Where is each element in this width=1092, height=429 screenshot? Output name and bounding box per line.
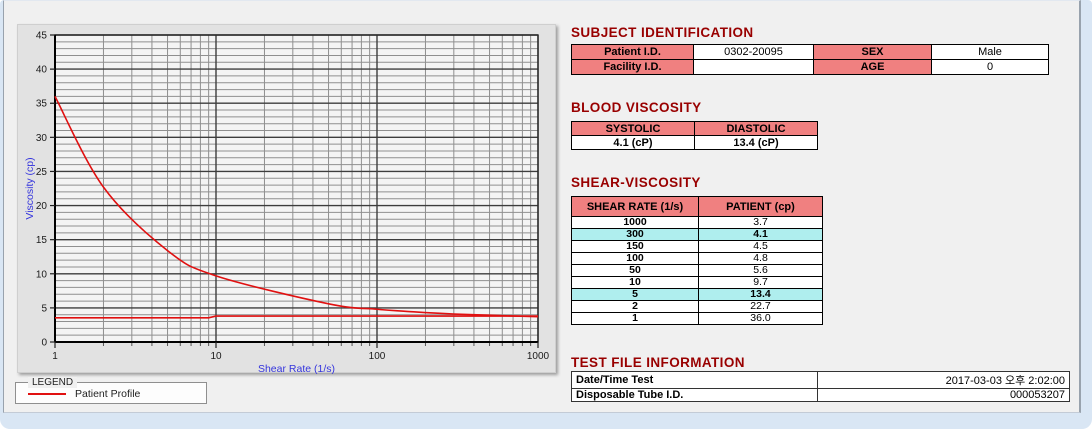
disposable-tube-id-label: Disposable Tube I.D.: [571, 388, 818, 402]
disposable-tube-id-value: 000053207: [817, 388, 1070, 402]
facility-id-value: [693, 59, 814, 75]
legend-entry-label: Patient Profile: [75, 388, 141, 400]
svg-text:40: 40: [36, 65, 48, 76]
shear-rate-cell: 100: [571, 252, 699, 265]
patient-viscosity-cell: 4.1: [698, 228, 823, 241]
shear-row: 1000 3.7: [571, 216, 823, 229]
shear-viscosity-table: SHEAR RATE (1/s) PATIENT (cp) 1000 3.7 300…: [571, 196, 823, 325]
svg-text:10: 10: [210, 351, 222, 362]
shear-row: 10 9.7: [571, 276, 823, 289]
svg-text:0: 0: [41, 338, 47, 349]
shear-row: 5 13.4: [571, 288, 823, 301]
svg-text:20: 20: [36, 201, 48, 212]
shear-rate-cell: 150: [571, 240, 699, 253]
table-row: Disposable Tube I.D. 000053207: [571, 388, 1070, 402]
svg-text:10: 10: [36, 269, 48, 280]
patient-viscosity-cell: 9.7: [698, 276, 823, 289]
shear-rate-cell: 300: [571, 228, 699, 241]
subject-identification-table: Patient I.D. 0302-20095 SEX Male Facilit…: [571, 44, 1049, 75]
shear-viscosity-title: SHEAR-VISCOSITY: [571, 175, 701, 190]
svg-text:1: 1: [52, 351, 58, 362]
patient-profile-line-icon: [28, 393, 66, 395]
shear-row: 100 4.8: [571, 252, 823, 265]
shear-table-body: 1000 3.7 300 4.1 150 4.5 100 4.8 50 5.6 10 9.7 5 13.4…: [571, 216, 823, 325]
patient-viscosity-cell: 22.7: [698, 300, 823, 313]
shear-rate-cell: 5: [571, 288, 699, 301]
table-row: SHEAR RATE (1/s) PATIENT (cp): [571, 196, 823, 217]
shear-rate-cell: 1: [571, 312, 699, 325]
table-row: SYSTOLIC DIASTOLIC: [571, 121, 818, 136]
svg-text:Viscosity (cp): Viscosity (cp): [24, 157, 36, 219]
patient-id-value: 0302-20095: [693, 44, 814, 60]
shear-row: 150 4.5: [571, 240, 823, 253]
table-row: Patient I.D. 0302-20095 SEX Male: [571, 44, 1049, 60]
age-value: 0: [931, 59, 1049, 75]
legend-title: LEGEND: [28, 377, 78, 388]
viscosity-chart-panel: 0 5 10 15 20 25 30 35 40 45 1 10 100 1000 Shear Rate (…: [17, 24, 556, 375]
datetime-test-value: 2017-03-03 오후 2:02:00: [817, 371, 1070, 389]
shear-rate-cell: 1000: [571, 216, 699, 229]
blood-viscosity-table: SYSTOLIC DIASTOLIC 4.1 (cP) 13.4 (cP): [571, 121, 818, 150]
patient-column-header: PATIENT (cp): [698, 196, 823, 217]
systolic-header: SYSTOLIC: [571, 121, 695, 136]
test-file-information-table: Date/Time Test 2017-03-03 오후 2:02:00 Dis…: [571, 371, 1070, 402]
shear-rate-cell: 50: [571, 264, 699, 277]
table-row: 4.1 (cP) 13.4 (cP): [571, 135, 818, 150]
patient-viscosity-cell: 36.0: [698, 312, 823, 325]
patient-viscosity-cell: 5.6: [698, 264, 823, 277]
datetime-test-label: Date/Time Test: [571, 371, 818, 389]
shear-row: 2 22.7: [571, 300, 823, 313]
patient-id-label: Patient I.D.: [571, 44, 694, 60]
shear-row: 1 36.0: [571, 312, 823, 325]
shear-rate-column-header: SHEAR RATE (1/s): [571, 196, 699, 217]
shear-viscosity-chart: 0 5 10 15 20 25 30 35 40 45 1 10 100 1000 Shear Rate (…: [24, 31, 550, 375]
shear-row: 50 5.6: [571, 264, 823, 277]
patient-viscosity-cell: 4.5: [698, 240, 823, 253]
facility-id-label: Facility I.D.: [571, 59, 694, 75]
svg-text:25: 25: [36, 167, 48, 178]
svg-text:Shear Rate (1/s): Shear Rate (1/s): [258, 363, 335, 374]
patient-viscosity-cell: 4.8: [698, 252, 823, 265]
patient-viscosity-cell: 13.4: [698, 288, 823, 301]
blood-viscosity-title: BLOOD VISCOSITY: [571, 100, 702, 115]
content-panel: 0 5 10 15 20 25 30 35 40 45 1 10 100 1000 Shear Rate (…: [3, 0, 1081, 413]
table-row: Date/Time Test 2017-03-03 오후 2:02:00: [571, 371, 1070, 389]
sex-label: SEX: [813, 44, 932, 60]
svg-text:100: 100: [369, 351, 386, 362]
sex-value: Male: [931, 44, 1049, 60]
patient-viscosity-cell: 3.7: [698, 216, 823, 229]
svg-text:30: 30: [36, 133, 48, 144]
diastolic-value: 13.4 (cP): [694, 135, 818, 150]
svg-text:1000: 1000: [527, 351, 550, 362]
systolic-value: 4.1 (cP): [571, 135, 695, 150]
test-file-information-title: TEST FILE INFORMATION: [571, 355, 745, 370]
svg-text:5: 5: [41, 303, 47, 314]
age-label: AGE: [813, 59, 932, 75]
subject-identification-title: SUBJECT IDENTIFICATION: [571, 25, 754, 40]
svg-text:35: 35: [36, 99, 48, 110]
chart-legend: LEGEND Patient Profile: [15, 377, 207, 404]
legend-entry: Patient Profile: [28, 388, 206, 400]
shear-row: 300 4.1: [571, 228, 823, 241]
table-row: Facility I.D. AGE 0: [571, 59, 1049, 75]
shear-rate-cell: 2: [571, 300, 699, 313]
svg-text:45: 45: [36, 31, 48, 42]
diastolic-header: DIASTOLIC: [694, 121, 818, 136]
shear-rate-cell: 10: [571, 276, 699, 289]
svg-text:15: 15: [36, 235, 48, 246]
